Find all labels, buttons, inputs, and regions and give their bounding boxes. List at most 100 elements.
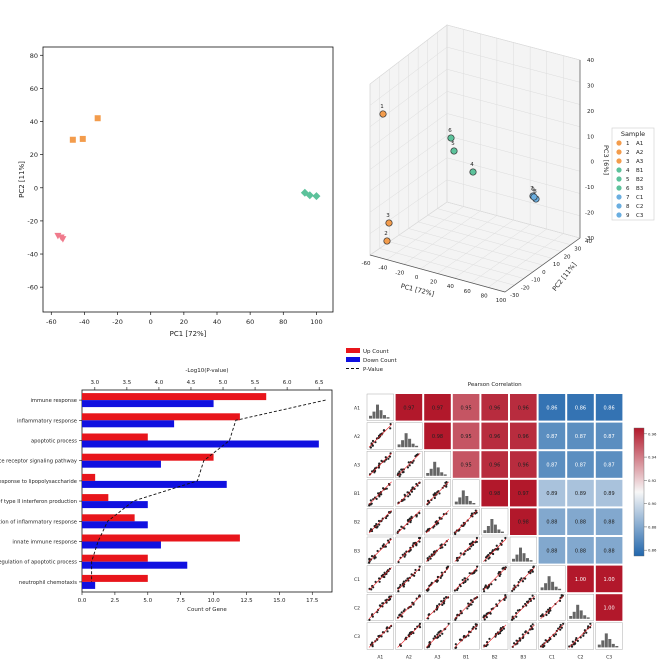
fit-line <box>483 538 507 562</box>
scatter-dot <box>400 525 403 528</box>
x-tick-label: 60 <box>246 318 254 326</box>
legend-down-label: Down Count <box>363 358 398 364</box>
sample-point-label: 9 <box>531 187 535 193</box>
scatter-dot <box>426 559 430 562</box>
scatter-dot <box>439 629 442 633</box>
scatter-dot <box>463 552 466 555</box>
fit-line <box>368 538 392 562</box>
colorbar-tick-label: 0.92 <box>648 478 657 483</box>
correlation-cell <box>595 565 623 593</box>
grid-line <box>369 91 448 149</box>
fit-line <box>397 624 421 648</box>
correlation-value: 1.00 <box>604 606 615 612</box>
scatter-dot <box>469 603 472 606</box>
scatter-dot <box>584 629 587 632</box>
y3d-tick-label: 30 <box>574 247 581 253</box>
x-tick-label: 40 <box>213 318 221 326</box>
down-count-bar <box>82 581 96 589</box>
scatter-dot <box>389 510 392 513</box>
correlation-cell <box>510 508 537 535</box>
scatter-dot <box>582 634 585 637</box>
scatter-dot <box>403 527 406 530</box>
x-tick-label: 20 <box>180 318 188 326</box>
histogram-bar <box>440 472 444 476</box>
scatter-dot <box>486 555 489 558</box>
scatter-dot <box>368 618 371 621</box>
x-tick-label: 80 <box>279 318 287 326</box>
fit-line <box>454 595 478 620</box>
scatter-dot <box>445 485 448 488</box>
fit-line <box>454 567 478 591</box>
category-label: cellular response to lipopolysaccharide <box>0 479 77 485</box>
scatter-dot <box>573 643 576 646</box>
up-count-bar <box>82 494 109 502</box>
bar-legend: Up Count Down Count P-Value <box>346 348 398 373</box>
scatter-dot <box>575 636 578 640</box>
y-tick-label: -40 <box>27 251 38 259</box>
histogram-bar <box>601 640 605 648</box>
y-tick-label: 0 <box>34 184 38 192</box>
scatter-dot <box>375 526 378 529</box>
scatter-dot <box>428 555 431 558</box>
scatter-dot <box>376 611 379 614</box>
correlation-value: 0.97 <box>518 491 529 497</box>
correlation-value: 0.86 <box>575 405 586 411</box>
column-label: A1 <box>377 654 383 660</box>
z3d-tick-label: -20 <box>585 211 594 217</box>
fit-line <box>483 595 507 620</box>
sample-point-label: 3 <box>386 213 390 219</box>
histogram-bar <box>522 553 526 562</box>
scatter-dot <box>532 565 535 568</box>
scatter-dot <box>376 549 379 553</box>
correlation-value: 0.89 <box>546 491 557 497</box>
fit-line <box>425 481 450 505</box>
scatter-dot <box>514 586 517 589</box>
scatter-dot <box>370 555 374 558</box>
scatter-dot <box>407 461 410 464</box>
scatter-dot <box>380 635 383 638</box>
legend-name: B2 <box>636 177 643 183</box>
y-tick-label: 40 <box>30 118 38 126</box>
scatter-dot <box>444 481 447 484</box>
scatter-dot <box>475 569 478 572</box>
z3d-tick-label: 10 <box>587 134 594 140</box>
scatter-dot <box>560 594 563 597</box>
scatter-dot <box>406 519 410 522</box>
fit-line <box>483 624 507 648</box>
histogram-bar <box>569 616 573 619</box>
legend-name: C2 <box>636 204 643 210</box>
correlation-cell <box>538 479 566 507</box>
scatter-dot <box>587 625 590 628</box>
column-label: C3 <box>606 654 612 660</box>
down-count-bar <box>82 521 148 529</box>
scatter-dot <box>418 536 422 540</box>
scatter-dot <box>380 459 383 462</box>
scatter-dot <box>504 536 507 540</box>
scatter-dot <box>400 611 403 614</box>
scatter-dot <box>377 634 380 638</box>
scatter-dot <box>377 519 381 523</box>
correlation-cell <box>395 394 423 421</box>
scatter-dot <box>524 602 527 606</box>
scatter-dot <box>375 497 378 501</box>
scatter-dot <box>474 627 478 630</box>
scatter-dot <box>441 603 444 606</box>
legend-number: 1 <box>626 141 630 147</box>
up-count-bar <box>82 514 135 522</box>
scatter-dot <box>488 637 491 640</box>
scatter-dot <box>467 634 470 637</box>
legend-marker <box>616 176 622 182</box>
up-count-bar <box>82 413 240 421</box>
scatter-dot <box>389 427 392 430</box>
scatter-dot <box>398 614 401 617</box>
correlation-cell <box>538 451 566 478</box>
fit-line <box>368 510 392 534</box>
grid-line <box>454 224 531 279</box>
x-tick-label: -60 <box>46 318 57 326</box>
x3d-tick-label: 40 <box>447 284 454 290</box>
z3d-tick-label: 30 <box>587 83 594 89</box>
correlation-cell <box>538 394 566 421</box>
histogram-bar <box>512 558 515 562</box>
correlation-value: 0.97 <box>432 405 443 411</box>
correlation-cell <box>595 479 623 507</box>
